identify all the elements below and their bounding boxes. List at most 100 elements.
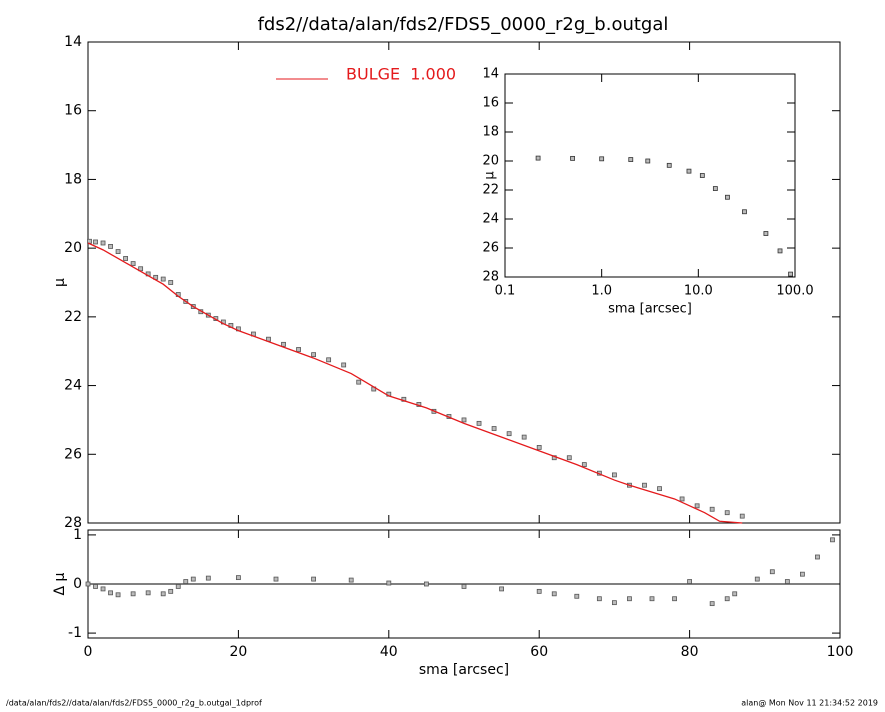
data-point: [687, 579, 692, 584]
data-point: [93, 239, 98, 245]
data-point: [491, 426, 497, 431]
data-point: [348, 577, 354, 583]
y-tick-label: 16: [64, 103, 82, 119]
data-point: [686, 168, 692, 174]
data-point: [800, 571, 805, 577]
data-point: [341, 362, 347, 368]
data-point: [476, 420, 482, 426]
data-point: [160, 591, 166, 597]
legend-label: BULGE 1.000: [346, 65, 456, 84]
footer-right: alan@ Mon Nov 11 21:34:52 2019: [741, 699, 878, 708]
data-point: [754, 576, 760, 582]
data-point: [725, 194, 730, 200]
data-point: [93, 584, 98, 589]
data-point: [281, 341, 286, 347]
data-point: [535, 155, 541, 161]
data-point: [311, 352, 317, 358]
data-point: [628, 157, 634, 162]
y-tick-label: 24: [482, 212, 499, 227]
y-axis-label: Δ μ: [52, 572, 68, 595]
footer-left: /data/alan/fds2//data/alan/fds2/FDS5_000…: [6, 699, 262, 708]
x-axis-label: sma [arcsec]: [419, 662, 509, 678]
data-point: [694, 503, 700, 509]
y-tick-label: 16: [482, 96, 499, 111]
data-point: [612, 600, 617, 606]
y-tick-label: 22: [482, 183, 499, 198]
data-point: [461, 584, 467, 589]
data-point: [123, 256, 128, 261]
y-tick-label: 28: [482, 270, 499, 285]
x-tick-label: 40: [380, 644, 398, 660]
data-point: [461, 417, 467, 423]
y-tick-label: 18: [482, 125, 499, 140]
data-point: [168, 588, 174, 594]
data-point: [536, 445, 542, 450]
y-axis-label: μ: [52, 278, 68, 287]
data-point: [536, 588, 542, 594]
data-point: [788, 271, 793, 277]
y-tick-label: -1: [68, 625, 82, 641]
data-point: [506, 431, 512, 437]
y-tick-label: 26: [64, 446, 82, 462]
data-point: [784, 579, 790, 584]
x-tick-label: 60: [530, 644, 548, 660]
data-point: [423, 581, 429, 587]
data-point: [709, 601, 715, 607]
plot-frame: [504, 73, 796, 278]
data-point: [627, 596, 632, 602]
data-point: [739, 513, 745, 519]
y-tick-label: 20: [64, 240, 82, 256]
x-axis-label: sma [arcsec]: [608, 302, 692, 317]
data-point: [108, 244, 113, 249]
data-point: [296, 347, 301, 352]
data-point: [551, 591, 557, 597]
data-point: [273, 576, 279, 582]
data-point: [672, 596, 677, 602]
data-point: [777, 248, 783, 254]
x-tick-label: 80: [681, 644, 699, 660]
data-point: [649, 596, 655, 602]
y-tick-label: 18: [64, 171, 82, 187]
data-point: [356, 379, 362, 385]
y-tick-label: 22: [64, 309, 82, 325]
data-point: [100, 586, 106, 592]
data-point: [130, 591, 136, 597]
data-point: [724, 596, 730, 602]
data-point: [581, 462, 587, 467]
chart-title: fds2//data/alan/fds2/FDS5_0000_r2g_b.out…: [258, 14, 669, 35]
data-point: [205, 575, 211, 581]
data-point: [145, 590, 151, 596]
data-point: [657, 486, 662, 492]
data-point: [712, 186, 718, 191]
data-point: [732, 591, 738, 597]
data-point: [183, 579, 189, 584]
y-tick-label: 26: [482, 241, 499, 256]
data-point: [645, 158, 651, 164]
y-tick-label: 0: [73, 576, 82, 592]
data-point: [830, 537, 835, 543]
data-point: [566, 455, 572, 461]
y-axis-label: μ: [483, 171, 498, 179]
data-point: [521, 434, 527, 440]
data-point: [130, 261, 136, 267]
data-point: [386, 580, 392, 586]
data-point: [311, 576, 317, 582]
x-tick-label: 20: [229, 644, 247, 660]
y-tick-label: 14: [482, 67, 499, 82]
data-point: [699, 173, 705, 178]
data-point: [108, 590, 113, 596]
x-tick-label: 1.0: [591, 284, 612, 299]
data-point: [115, 249, 121, 254]
data-point: [175, 584, 181, 589]
data-point: [724, 510, 730, 516]
data-point: [666, 162, 672, 168]
y-tick-label: 20: [482, 154, 499, 169]
y-tick-label: 24: [64, 378, 82, 394]
data-point: [85, 581, 91, 587]
data-point: [612, 472, 617, 478]
data-point: [100, 240, 106, 246]
plot-frame: [87, 41, 841, 524]
data-point: [168, 280, 174, 285]
data-point: [115, 592, 121, 598]
data-point: [570, 155, 575, 161]
